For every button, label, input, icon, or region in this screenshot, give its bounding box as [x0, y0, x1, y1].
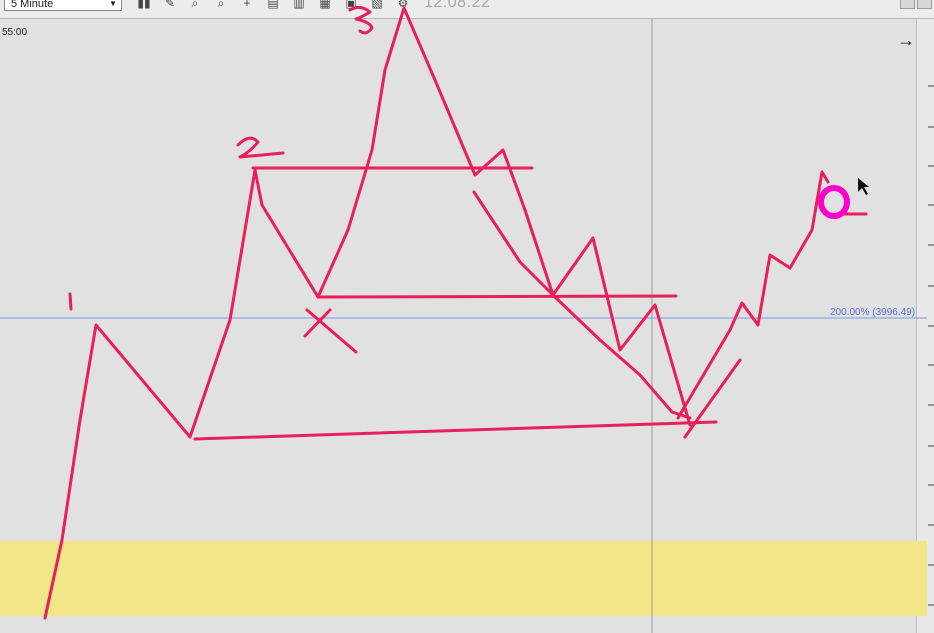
window-button[interactable]: [917, 0, 932, 9]
bar-chart-icon[interactable]: ▮▮: [137, 0, 151, 10]
image-icon[interactable]: ▦: [319, 0, 331, 10]
chart-area[interactable]: [0, 19, 916, 633]
bar-style-icon[interactable]: ▥: [293, 0, 305, 10]
price-axis-ticks: [928, 85, 934, 606]
freehand-drawing: [43, 5, 868, 620]
highlight-band: [0, 541, 927, 616]
settings-icon[interactable]: ⚙: [397, 0, 409, 10]
chart-toolbar: 5 Minute ▼ ▮▮ ✎ ⌕ ⌕ + ▤ ▥ ▦ ▣ ▧ ⚙ 12:08:…: [0, 0, 934, 19]
chevron-down-icon: ▼: [109, 0, 117, 8]
draw-pen-icon[interactable]: ✎: [164, 0, 176, 10]
crosshair-icon[interactable]: +: [243, 0, 251, 10]
snapshot-icon[interactable]: ▧: [371, 0, 383, 10]
scroll-right-arrow-icon[interactable]: →: [897, 30, 915, 50]
zoom-in-icon[interactable]: ⌕: [191, 0, 199, 10]
price-axis[interactable]: [916, 19, 934, 633]
cursor-highlight-ring: [818, 185, 850, 219]
window-button[interactable]: [900, 0, 915, 9]
pin-icon[interactable]: ▣: [345, 0, 357, 10]
properties-icon[interactable]: ▤: [267, 0, 279, 10]
fib-level-label: 200.00% (3996.49): [830, 307, 916, 318]
time-axis-label: 55:00: [2, 27, 28, 38]
interval-select[interactable]: 5 Minute ▼: [4, 0, 122, 11]
clock-display: 12:08:22: [424, 0, 491, 11]
mouse-pointer-icon: [858, 178, 869, 195]
interval-select-value: 5 Minute: [11, 0, 54, 10]
zoom-out-icon[interactable]: ⌕: [217, 0, 225, 10]
